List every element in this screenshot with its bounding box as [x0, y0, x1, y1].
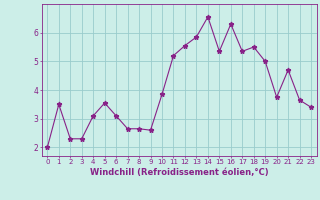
- X-axis label: Windchill (Refroidissement éolien,°C): Windchill (Refroidissement éolien,°C): [90, 168, 268, 177]
